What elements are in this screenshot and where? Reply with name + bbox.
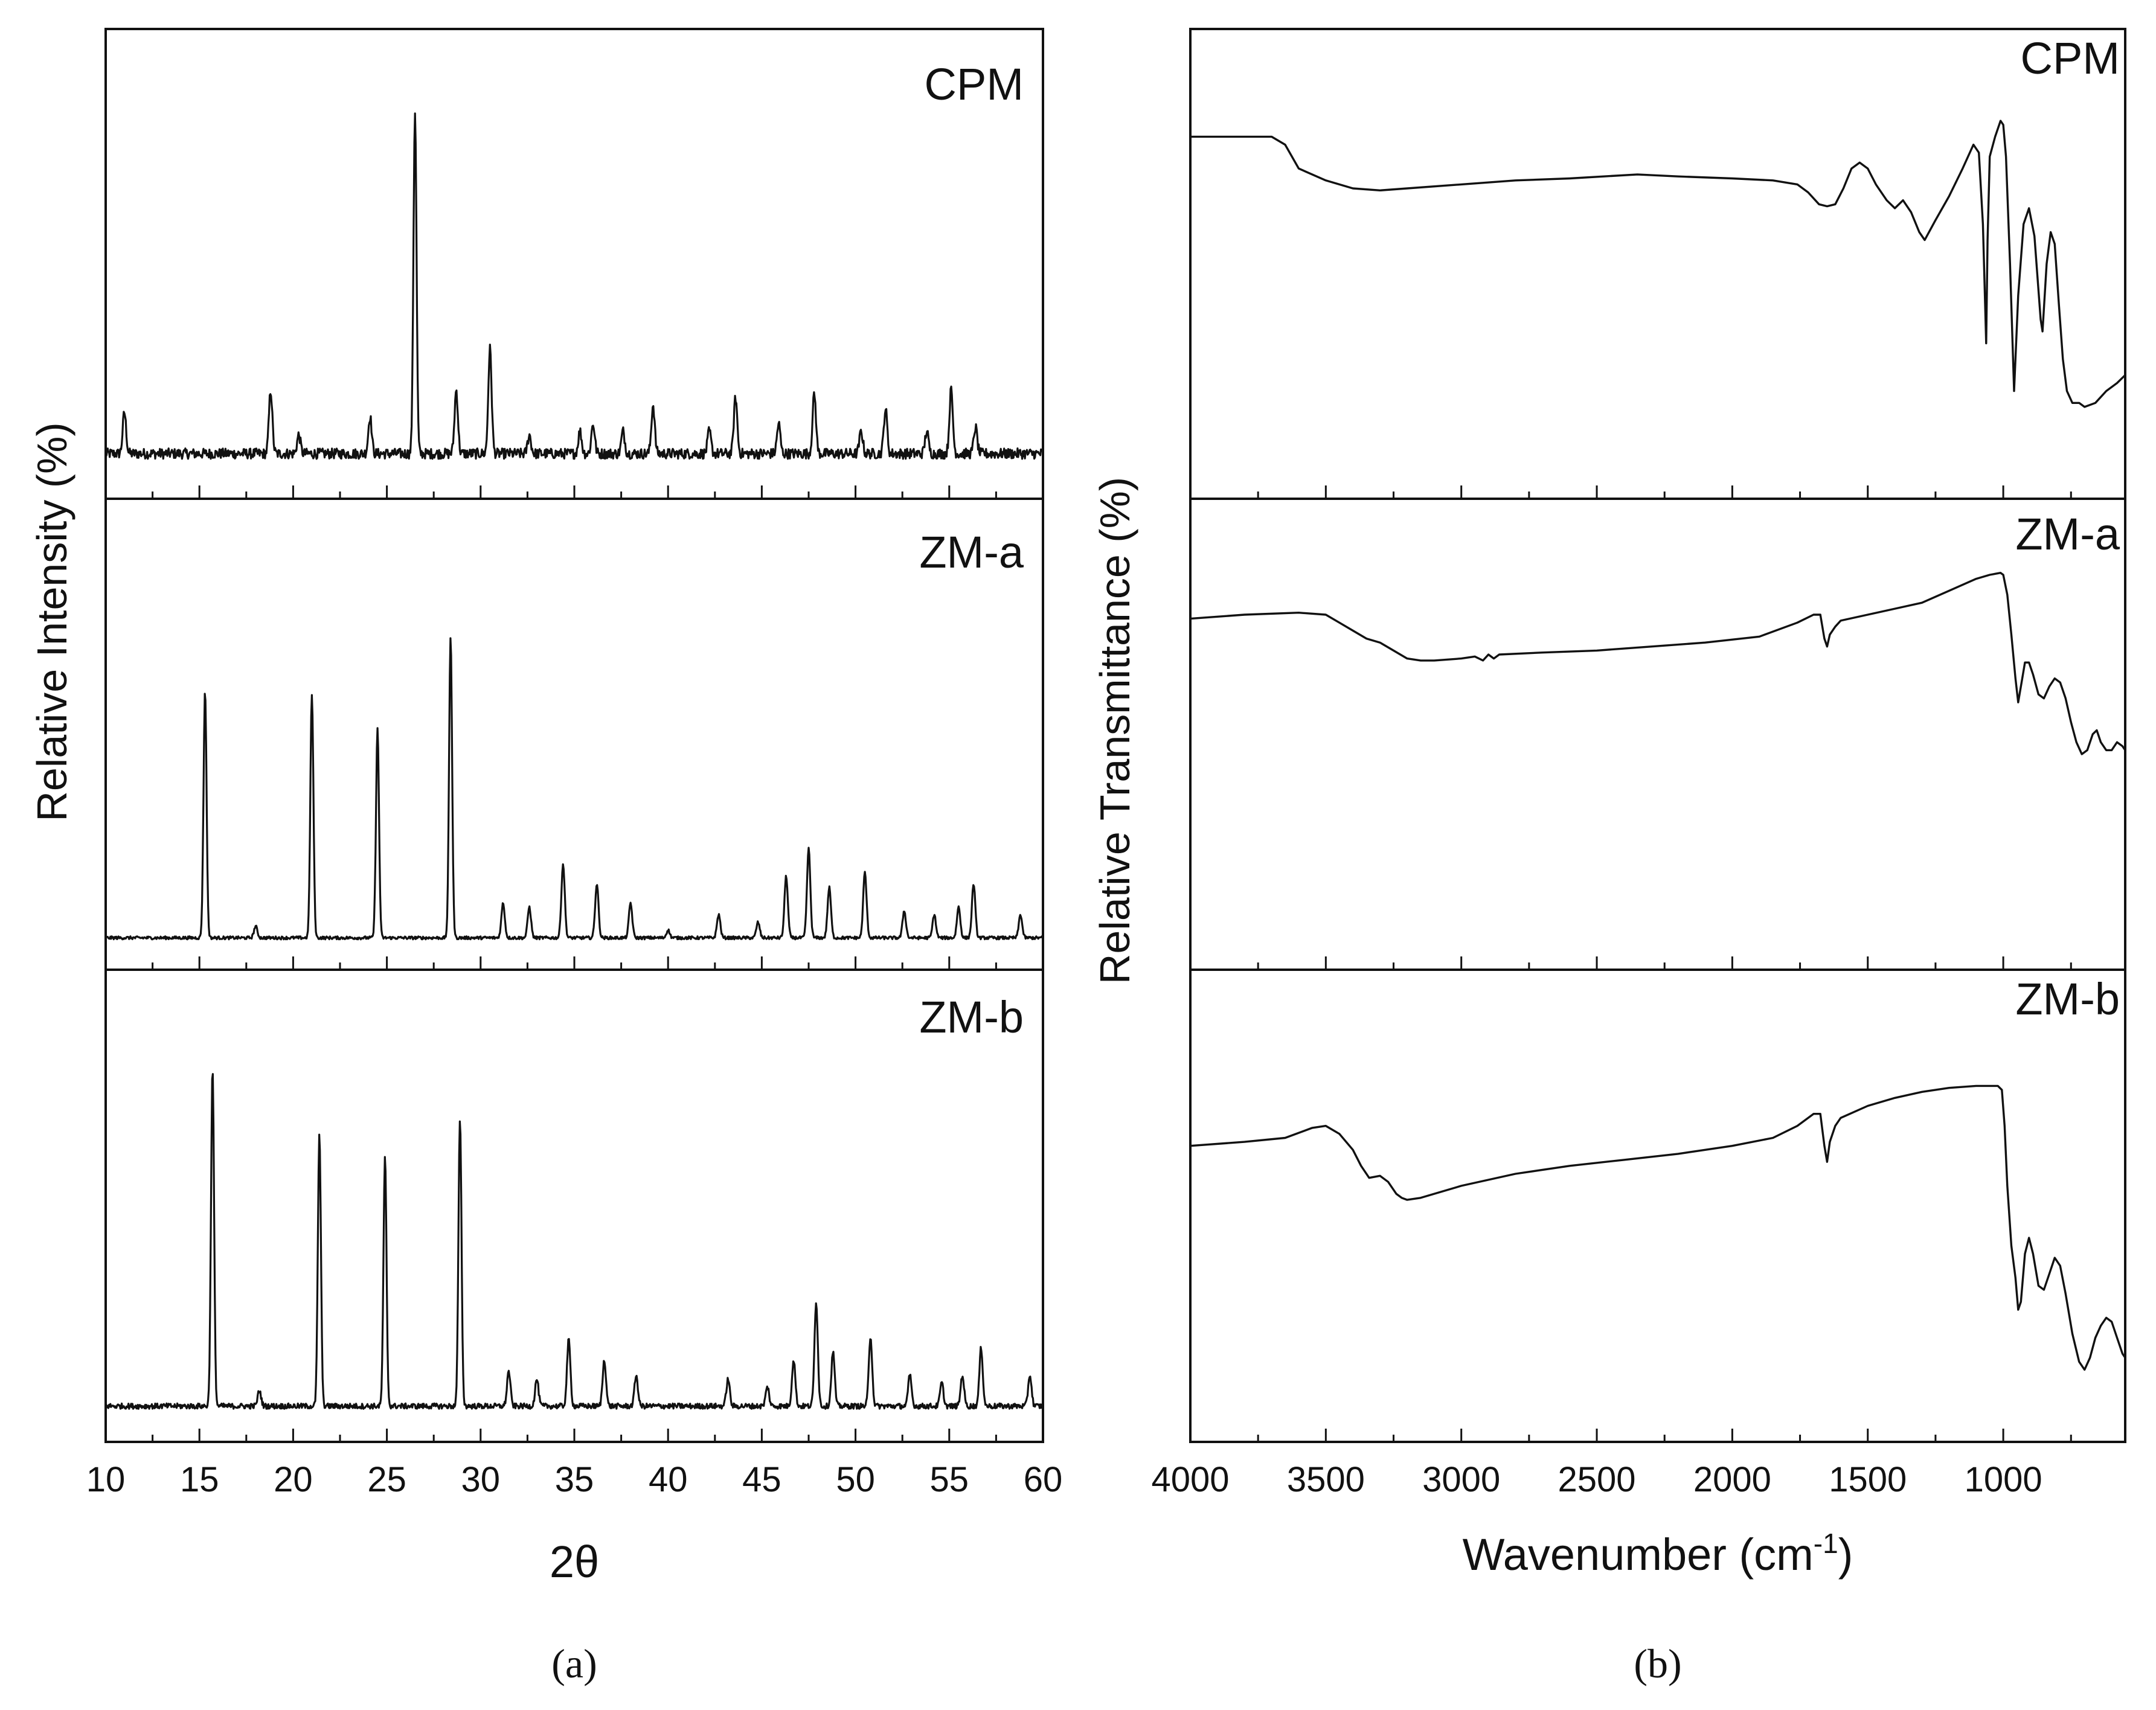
xrd-tick-label: 20 — [274, 1460, 313, 1499]
xrd-tick-label: 15 — [180, 1460, 219, 1499]
xrd-tick-label: 25 — [367, 1460, 406, 1499]
xrd-line-cpm — [104, 112, 1044, 460]
xrd-tick-label: 60 — [1024, 1460, 1063, 1499]
ftir-xlabel-suffix: ) — [1838, 1529, 1853, 1580]
ftir-series-label-cpm: CPM — [2021, 33, 2120, 83]
ftir-tick-label: 3500 — [1287, 1460, 1365, 1499]
ftir-frame — [1189, 28, 2126, 1443]
xrd-tick-label: 55 — [930, 1460, 969, 1499]
xrd-tick-label: 40 — [649, 1460, 688, 1499]
xrd-tick-label: 30 — [461, 1460, 501, 1499]
caption-a: (a) — [551, 1641, 597, 1686]
xrd-tick-labels: 10 15 20 25 30 35 40 45 50 55 60 — [86, 1460, 1063, 1499]
ftir-tick-labels: 4000 3500 3000 2500 2000 1500 1000 — [1151, 1460, 2042, 1499]
ftir-tick-label: 2500 — [1558, 1460, 1636, 1499]
ftir-series — [1190, 120, 2126, 1371]
xrd-tick-label: 10 — [86, 1460, 126, 1499]
xrd-tick-label: 50 — [836, 1460, 875, 1499]
xrd-line-zm-a — [104, 637, 1044, 941]
ftir-tick-label: 1500 — [1829, 1460, 1907, 1499]
ftir-tick-label: 1000 — [1965, 1460, 2042, 1499]
xrd-panel: 10 15 20 25 30 35 40 45 50 55 60 CPM ZM-a ZM-b Rel… — [28, 28, 1063, 1686]
xrd-series-label-cpm: CPM — [925, 59, 1024, 109]
xrd-line-zm-b — [105, 1073, 1044, 1410]
xrd-tick-label: 35 — [555, 1460, 594, 1499]
ftir-series-label-zm-b: ZM-b — [2015, 974, 2120, 1024]
ftir-tick-label: 3000 — [1422, 1460, 1500, 1499]
xrd-xlabel: 2θ — [550, 1537, 599, 1587]
ftir-xlabel-superscript: -1 — [1814, 1528, 1838, 1559]
ftir-line-zm-b — [1190, 1084, 2126, 1371]
xrd-series-label-zm-a: ZM-a — [919, 527, 1024, 577]
ftir-line-cpm — [1190, 120, 2126, 408]
ftir-ylabel: Relative Transmittance (%) — [1091, 477, 1138, 984]
ftir-ticks — [1189, 485, 2072, 1442]
xrd-ticks — [104, 485, 1044, 1442]
ftir-line-zm-a — [1190, 572, 2126, 755]
ftir-xlabel: Wavenumber (cm-1) — [1463, 1528, 1853, 1580]
xrd-series-label-zm-b: ZM-b — [919, 992, 1024, 1042]
ftir-tick-label: 2000 — [1693, 1460, 1771, 1499]
ftir-series-label-zm-a: ZM-a — [2015, 509, 2120, 559]
xrd-ylabel: Relative Intensity (%) — [28, 422, 75, 821]
ftir-panel: 4000 3500 3000 2500 2000 1500 1000 CPM ZM-a ZM… — [1091, 28, 2126, 1686]
xrd-series — [104, 112, 1044, 1410]
caption-b: (b) — [1634, 1641, 1681, 1686]
xrd-tick-label: 45 — [742, 1460, 781, 1499]
ftir-xlabel-main: Wavenumber (cm — [1463, 1529, 1814, 1580]
ftir-tick-label: 4000 — [1151, 1460, 1229, 1499]
